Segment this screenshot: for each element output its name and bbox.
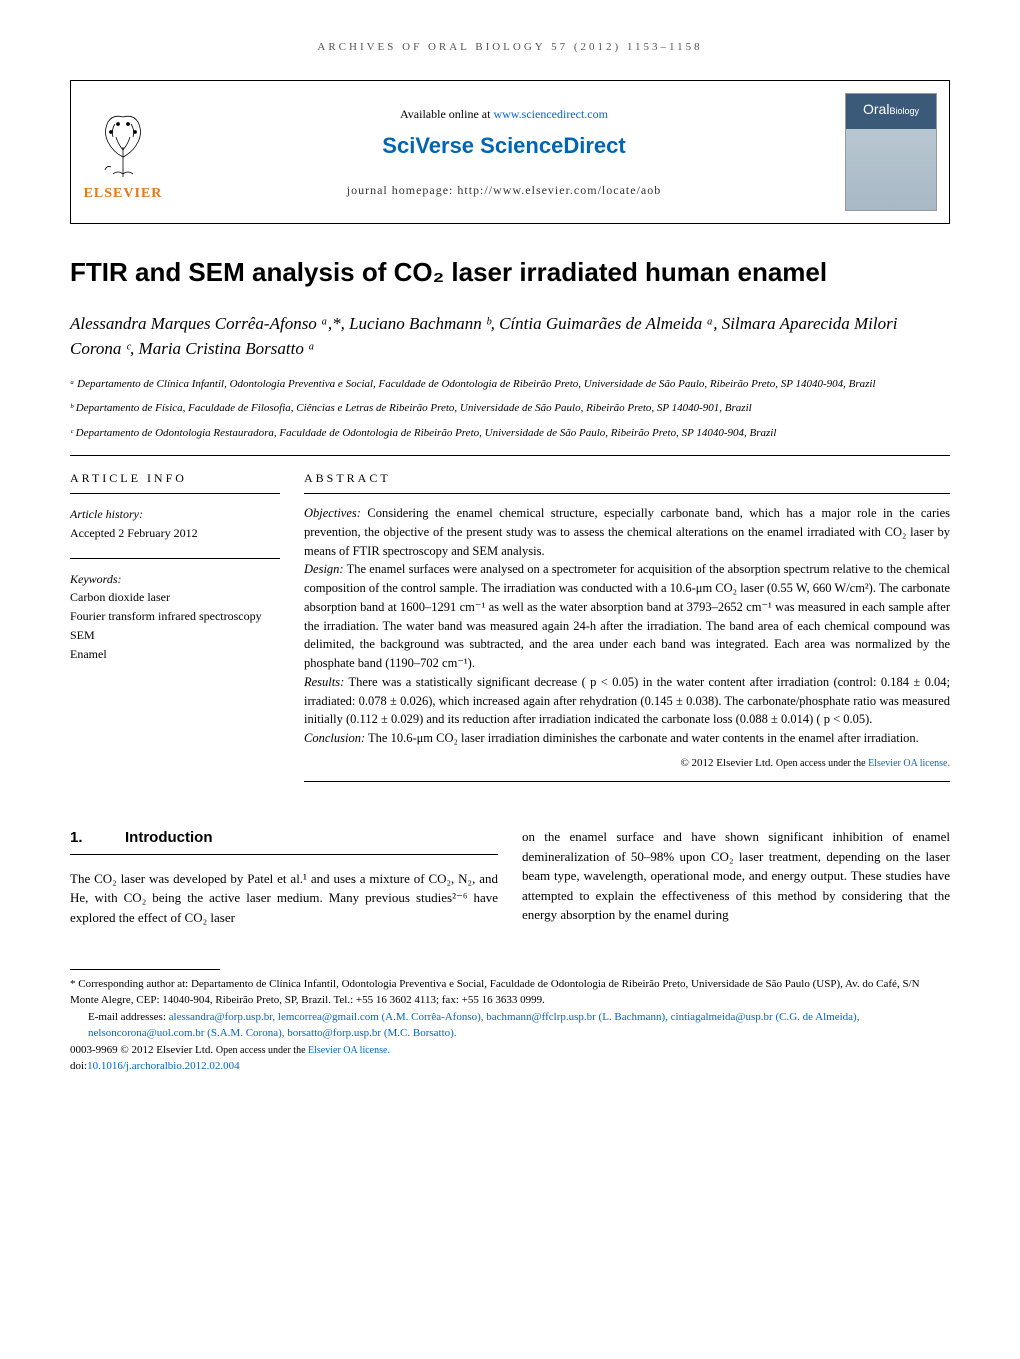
header-center: Available online at www.sciencedirect.co…	[178, 106, 830, 198]
intro-paragraph-1: The CO₂ laser was developed by Patel et …	[70, 869, 498, 928]
abstract-copyright: © 2012 Elsevier Ltd. Open access under t…	[304, 756, 950, 771]
keyword: Fourier transform infrared spectroscopy	[70, 608, 280, 625]
keyword: Enamel	[70, 646, 280, 663]
license-text: Open access under the	[776, 758, 868, 769]
results-label: Results:	[304, 675, 344, 689]
info-abstract-row: ARTICLE INFO Article history: Accepted 2…	[70, 470, 950, 792]
article-history-label: Article history:	[70, 506, 280, 523]
affiliation-b: ᵇ Departamento de Física, Faculdade de F…	[70, 400, 950, 417]
running-header: ARCHIVES OF ORAL BIOLOGY 57 (2012) 1153–…	[70, 40, 950, 55]
journal-homepage: journal homepage: http://www.elsevier.co…	[178, 182, 830, 199]
objectives-label: Objectives:	[304, 506, 361, 520]
abstract-text: Objectives: Considering the enamel chemi…	[304, 504, 950, 748]
results-text: There was a statistically significant de…	[304, 675, 950, 727]
doi-label: doi:	[70, 1060, 87, 1072]
article-title: FTIR and SEM analysis of CO₂ laser irrad…	[70, 254, 950, 290]
issn-line: 0003-9969 © 2012 Elsevier Ltd. Open acce…	[70, 1042, 950, 1059]
footnote-divider	[70, 969, 220, 970]
intro-paragraph-2: on the enamel surface and have shown sig…	[522, 827, 950, 925]
doi-link[interactable]: 10.1016/j.archoralbio.2012.02.004	[87, 1060, 239, 1072]
introduction-section: 1.Introduction The CO₂ laser was develop…	[70, 827, 950, 939]
affiliation-c: ᶜ Departamento de Odontologia Restaurado…	[70, 425, 950, 442]
corresponding-author: * Corresponding author at: Departamento …	[70, 976, 950, 1009]
emails-label: E-mail addresses:	[88, 1011, 169, 1023]
divider	[304, 493, 950, 494]
footnotes: * Corresponding author at: Departamento …	[70, 976, 950, 1075]
keywords-label: Keywords:	[70, 571, 280, 588]
objectives-text: Considering the enamel chemical structur…	[304, 506, 950, 558]
doi-line: doi:10.1016/j.archoralbio.2012.02.004	[70, 1058, 950, 1075]
issn-text: 0003-9969 © 2012 Elsevier Ltd.	[70, 1044, 216, 1056]
sciencedirect-link[interactable]: www.sciencedirect.com	[493, 107, 608, 121]
homepage-label: journal homepage:	[347, 183, 458, 197]
issn-license-link[interactable]: Elsevier OA license.	[308, 1045, 390, 1056]
design-label: Design:	[304, 562, 344, 576]
cover-title: OralBiology	[863, 100, 919, 120]
homepage-url: http://www.elsevier.com/locate/aob	[457, 183, 661, 197]
divider	[70, 455, 950, 456]
divider	[70, 493, 280, 494]
elsevier-text: ELSEVIER	[84, 184, 163, 204]
journal-header-box: ELSEVIER Available online at www.science…	[70, 80, 950, 224]
keyword: SEM	[70, 627, 280, 644]
copyright-text: © 2012 Elsevier Ltd.	[680, 757, 775, 769]
article-info-column: ARTICLE INFO Article history: Accepted 2…	[70, 470, 280, 792]
article-history-text: Accepted 2 February 2012	[70, 525, 280, 542]
conclusion-text: The 10.6-μm CO₂ laser irradiation dimini…	[365, 731, 919, 745]
elsevier-logo: ELSEVIER	[83, 102, 163, 204]
emails-list[interactable]: alessandra@forp.usp.br, lemcorrea@gmail.…	[88, 1011, 859, 1040]
keyword: Carbon dioxide laser	[70, 589, 280, 606]
email-addresses: E-mail addresses: alessandra@forp.usp.br…	[88, 1009, 950, 1042]
available-label: Available online at	[400, 107, 493, 121]
conclusion-label: Conclusion:	[304, 731, 365, 745]
divider	[70, 558, 280, 559]
issn-license-text: Open access under the	[216, 1045, 308, 1056]
sciverse-logo: SciVerse ScienceDirect	[178, 131, 830, 162]
available-online: Available online at www.sciencedirect.co…	[178, 106, 830, 123]
section-heading: 1.Introduction	[70, 827, 498, 855]
affiliation-a: ᵃ Departamento de Clínica Infantil, Odon…	[70, 376, 950, 393]
abstract-column: ABSTRACT Objectives: Considering the ena…	[304, 470, 950, 792]
elsevier-tree-icon	[83, 102, 163, 182]
section-title: Introduction	[125, 829, 212, 846]
journal-cover: OralBiology	[845, 93, 937, 211]
design-text: The enamel surfaces were analysed on a s…	[304, 562, 950, 670]
authors-list: Alessandra Marques Corrêa-Afonso ᵃ,*, Lu…	[70, 311, 950, 362]
divider	[304, 781, 950, 782]
section-number: 1.	[70, 827, 125, 850]
abstract-heading: ABSTRACT	[304, 470, 950, 487]
article-info-heading: ARTICLE INFO	[70, 470, 280, 487]
license-link[interactable]: Elsevier OA license.	[868, 758, 950, 769]
